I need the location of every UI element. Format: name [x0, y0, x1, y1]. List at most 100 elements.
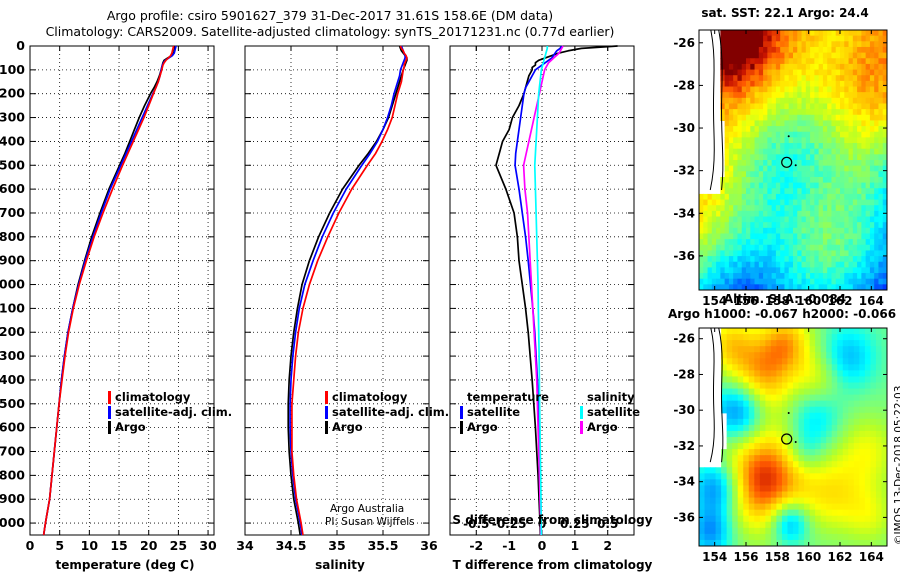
svg-text:34: 34 [236, 538, 254, 553]
svg-text:-30: -30 [673, 121, 695, 135]
sla-map-title-line2: Argo h1000: -0.067 h2000: -0.066 [667, 307, 897, 321]
legend-item: Argo [460, 420, 549, 435]
sla-map-title-line1: Altim. SLA: -0.084 [723, 292, 847, 306]
svg-text:300: 300 [0, 110, 25, 125]
svg-text:158: 158 [765, 550, 790, 564]
temperature-axis-label: temperature (deg C) [55, 558, 195, 572]
svg-text:158: 158 [765, 294, 790, 308]
t-difference-axis-label: T difference from climatology [452, 558, 653, 572]
legend-swatch-satellite [580, 406, 583, 419]
svg-text:-34: -34 [673, 206, 695, 220]
svg-text:-28: -28 [673, 367, 695, 381]
svg-text:400: 400 [0, 133, 25, 148]
svg-text:1400: 1400 [0, 372, 25, 387]
legend-label: Argo [115, 420, 146, 434]
legend-difference-temperature: temperature satellite Argo [460, 390, 549, 435]
legend-difference-salinity: salinity satellite Argo [580, 390, 640, 435]
legend-item: Argo [325, 420, 449, 435]
svg-text:15: 15 [110, 538, 127, 553]
svg-text:1700: 1700 [0, 444, 25, 459]
svg-text:0: 0 [16, 38, 25, 53]
page-title-line2: Climatology: CARS2009. Satellite-adjuste… [45, 24, 615, 39]
svg-text:30: 30 [199, 538, 217, 553]
legend-item: Argo [580, 420, 640, 435]
legend-swatch-argo [580, 421, 583, 434]
legend-label: climatology [332, 390, 408, 404]
svg-text:164: 164 [859, 550, 884, 564]
legend-label: satellite [467, 405, 521, 419]
svg-text:20: 20 [140, 538, 158, 553]
legend-item: climatology [108, 390, 232, 405]
legend-head-salinity: salinity [587, 390, 635, 404]
legend-swatch-satellite [460, 406, 463, 419]
legend-label: Argo [332, 420, 363, 434]
legend-salinity: climatology satellite-adj. clim. Argo [325, 390, 449, 435]
svg-text:0: 0 [538, 538, 547, 553]
svg-text:156: 156 [733, 294, 758, 308]
svg-text:162: 162 [827, 294, 852, 308]
svg-text:-1: -1 [502, 538, 516, 553]
svg-text:156: 156 [733, 550, 758, 564]
svg-text:1200: 1200 [0, 324, 25, 339]
svg-text:1900: 1900 [0, 491, 25, 506]
legend-label: climatology [115, 390, 191, 404]
svg-text:-32: -32 [673, 439, 695, 453]
legend-swatch-argo [460, 421, 463, 434]
svg-text:1: 1 [571, 538, 580, 553]
svg-text:1800: 1800 [0, 467, 25, 482]
svg-text:1600: 1600 [0, 420, 25, 435]
svg-text:0: 0 [26, 538, 35, 553]
svg-text:2: 2 [603, 538, 612, 553]
legend-label: satellite-adj. clim. [115, 405, 233, 419]
legend-item: satellite [580, 405, 640, 420]
legend-column-head: temperature [460, 390, 549, 405]
svg-text:-26: -26 [673, 36, 695, 50]
svg-text:100: 100 [0, 62, 25, 77]
svg-text:900: 900 [0, 253, 25, 268]
svg-text:-36: -36 [673, 510, 695, 524]
sst-map-title: sat. SST: 22.1 Argo: 24.4 [701, 6, 869, 20]
legend-item: climatology [325, 390, 449, 405]
credit-line1: Argo Australia [330, 503, 405, 515]
svg-text:-34: -34 [673, 475, 695, 489]
svg-text:35: 35 [328, 538, 345, 553]
legend-label: satellite [587, 405, 641, 419]
legend-item: satellite [460, 405, 549, 420]
svg-text:-32: -32 [673, 164, 695, 178]
sst-map[interactable]: 154 156 158 160 162 164 -26 -28 -30 -32 -34 -36 [665, 24, 895, 324]
svg-text:800: 800 [0, 229, 25, 244]
legend-item: satellite-adj. clim. [108, 405, 232, 420]
legend-item: satellite-adj. clim. [325, 405, 449, 420]
svg-text:1300: 1300 [0, 348, 25, 363]
svg-text:25: 25 [170, 538, 187, 553]
legend-swatch-satellite-adj [108, 406, 111, 419]
profile-plots: 0 5 10 15 20 25 300100200300400500600700800900… [0, 38, 635, 553]
svg-text:-0.5: -0.5 [463, 517, 489, 531]
legend-swatch-satellite-adj [325, 406, 328, 419]
salinity-axis-label: salinity [315, 558, 365, 572]
svg-text:164: 164 [859, 294, 884, 308]
legend-head-temperature: temperature [467, 390, 549, 404]
legend-swatch-climatology [108, 391, 111, 404]
svg-text:160: 160 [796, 550, 821, 564]
svg-text:-36: -36 [673, 249, 695, 263]
legend-item: Argo [108, 420, 232, 435]
svg-text:1000: 1000 [0, 277, 25, 292]
svg-text:5: 5 [55, 538, 64, 553]
legend-swatch-climatology [325, 391, 328, 404]
svg-text:10: 10 [81, 538, 99, 553]
s-difference-axis-label: S difference from climatology [452, 513, 653, 527]
svg-text:154: 154 [702, 550, 727, 564]
svg-text:-0.25: -0.25 [492, 517, 527, 531]
sla-map[interactable]: 154 156 158 160 162 164 -26 -28 -30 -32 -34 -36 [665, 322, 895, 582]
svg-text:-26: -26 [673, 332, 695, 346]
legend-swatch-argo [325, 421, 328, 434]
svg-text:35.5: 35.5 [368, 538, 399, 553]
copyright-text: ©IMOS 13-Dec-2018 05:22:03 [893, 385, 900, 545]
legend-swatch-argo [108, 421, 111, 434]
credit-line2: PI: Susan Wijffels [325, 516, 415, 528]
svg-text:154: 154 [702, 294, 727, 308]
svg-text:1100: 1100 [0, 300, 25, 315]
svg-text:-2: -2 [469, 538, 483, 553]
svg-text:500: 500 [0, 157, 25, 172]
